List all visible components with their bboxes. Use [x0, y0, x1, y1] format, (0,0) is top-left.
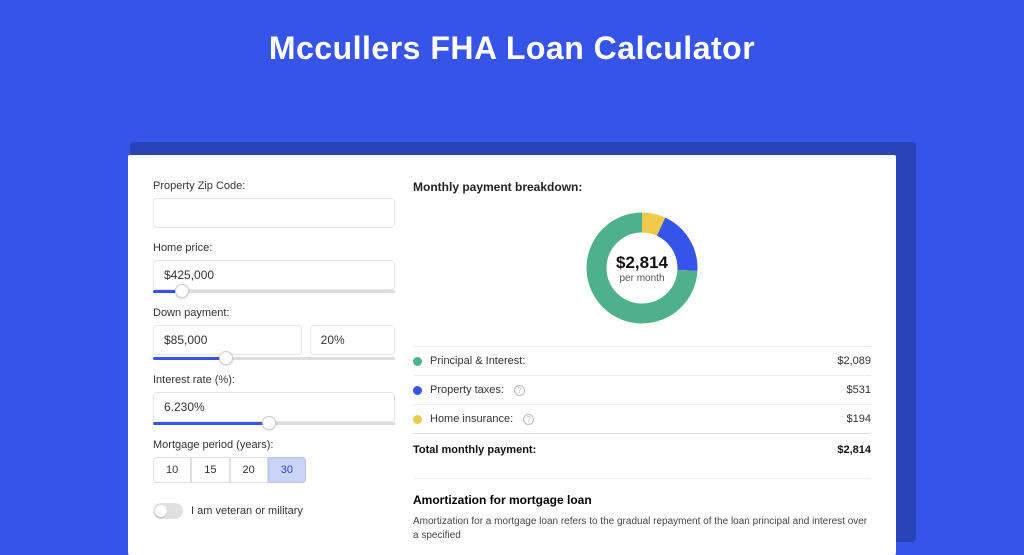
mortgage-period-label: Mortgage period (years): — [153, 439, 395, 451]
down-payment-slider[interactable] — [153, 357, 395, 360]
breakdown-label-taxes: Property taxes: — [430, 384, 504, 396]
home-price-slider-thumb[interactable] — [175, 284, 189, 298]
veteran-toggle[interactable] — [153, 503, 183, 519]
info-icon[interactable]: ? — [523, 414, 534, 425]
breakdown-title: Monthly payment breakdown: — [413, 180, 871, 194]
mortgage-period-buttons: 10 15 20 30 — [153, 457, 395, 483]
mortgage-period-field: Mortgage period (years): 10 15 20 30 — [153, 439, 395, 483]
info-icon[interactable]: ? — [514, 385, 525, 396]
veteran-toggle-label: I am veteran or military — [191, 505, 303, 517]
interest-rate-label: Interest rate (%): — [153, 374, 395, 386]
zip-label: Property Zip Code: — [153, 180, 395, 192]
interest-rate-field: Interest rate (%): — [153, 374, 395, 425]
down-payment-percent-input[interactable] — [310, 325, 395, 355]
calculator-card: Property Zip Code: Home price: Down paym… — [128, 155, 896, 555]
breakdown-value-taxes: $531 — [847, 384, 871, 396]
breakdown-total-row: Total monthly payment: $2,814 — [413, 433, 871, 466]
breakdown-label-insurance: Home insurance: — [430, 413, 513, 425]
amortization-title: Amortization for mortgage loan — [413, 493, 871, 507]
breakdown-row-taxes: Property taxes: ? $531 — [413, 375, 871, 404]
amortization-text: Amortization for a mortgage loan refers … — [413, 515, 871, 543]
breakdown-value-principal: $2,089 — [837, 355, 871, 367]
period-btn-10[interactable]: 10 — [153, 457, 191, 483]
amortization-section: Amortization for mortgage loan Amortizat… — [413, 478, 871, 543]
dot-taxes — [413, 386, 422, 395]
page-title: Mccullers FHA Loan Calculator — [0, 0, 1024, 87]
down-payment-field: Down payment: — [153, 307, 395, 360]
veteran-toggle-row: I am veteran or military — [153, 503, 395, 519]
donut-sub: per month — [619, 273, 664, 284]
home-price-field: Home price: — [153, 242, 395, 293]
breakdown-column: Monthly payment breakdown: $2,814 per mo… — [413, 180, 871, 530]
period-btn-15[interactable]: 15 — [191, 457, 229, 483]
breakdown-row-principal: Principal & Interest: $2,089 — [413, 346, 871, 375]
down-payment-label: Down payment: — [153, 307, 395, 319]
interest-rate-slider[interactable] — [153, 422, 395, 425]
zip-field: Property Zip Code: — [153, 180, 395, 228]
dot-insurance — [413, 415, 422, 424]
period-btn-30[interactable]: 30 — [268, 457, 306, 483]
down-payment-slider-thumb[interactable] — [219, 351, 233, 365]
home-price-slider[interactable] — [153, 290, 395, 293]
breakdown-total-label: Total monthly payment: — [413, 444, 536, 456]
period-btn-20[interactable]: 20 — [230, 457, 268, 483]
breakdown-label-principal: Principal & Interest: — [430, 355, 525, 367]
home-price-label: Home price: — [153, 242, 395, 254]
home-price-input[interactable] — [153, 260, 395, 290]
donut-chart-wrap: $2,814 per month — [413, 208, 871, 328]
breakdown-row-insurance: Home insurance: ? $194 — [413, 404, 871, 433]
breakdown-total-value: $2,814 — [837, 444, 871, 456]
dot-principal — [413, 357, 422, 366]
donut-chart: $2,814 per month — [582, 208, 702, 328]
donut-amount: $2,814 — [616, 253, 668, 273]
breakdown-value-insurance: $194 — [847, 413, 871, 425]
zip-input[interactable] — [153, 198, 395, 228]
form-column: Property Zip Code: Home price: Down paym… — [153, 180, 413, 530]
interest-rate-slider-thumb[interactable] — [262, 416, 276, 430]
